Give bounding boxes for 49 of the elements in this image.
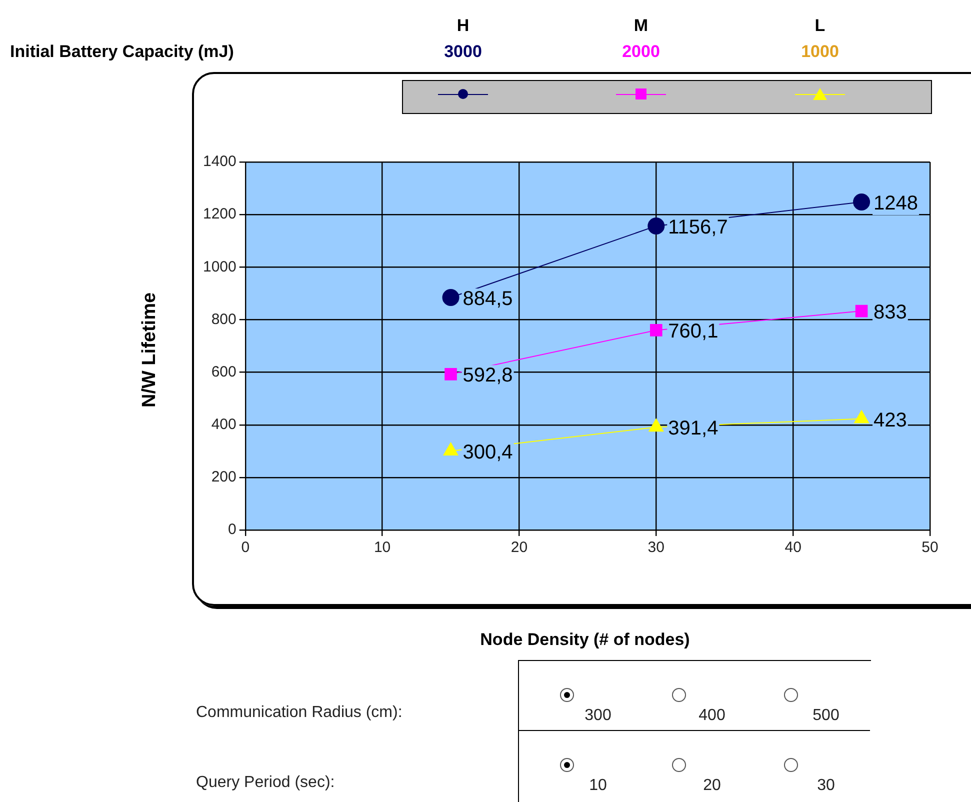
point [854,410,869,424]
data-label: 1248 [874,192,918,214]
point [444,368,457,380]
y-tick-label: 1000 [202,258,236,276]
point [442,289,460,306]
data-label: 423 [874,409,907,432]
text: 300 [584,707,612,725]
x-tick-label: 40 [784,539,802,556]
point [648,418,664,432]
text: 30 [816,777,836,795]
point [650,324,662,336]
text: 500 [812,707,840,725]
x-tick-label: 20 [510,539,528,556]
data-label: 760,1 [668,320,718,343]
data-label: 884,5 [462,288,513,310]
y-tick-label: 1200 [202,206,236,223]
text: M [632,16,650,36]
text: L [814,16,826,36]
text: H [456,16,470,36]
text: 20 [702,777,722,795]
data-label: 300,4 [462,442,513,464]
data-label: 833 [874,302,907,324]
text: Query Period (sec): [196,774,335,792]
data-label: 1156,7 [668,216,728,238]
point [443,442,458,456]
point [855,304,868,318]
x-axis-title: Node Density (# of nodes) [479,630,691,650]
data-label: 592,8 [462,364,513,387]
legend-title: Initial Battery Capacity (mJ) [10,42,234,62]
y-tick-label: 1400 [202,153,236,170]
y-tick-label: 200 [211,468,236,486]
text: 1000 [800,42,840,62]
x-tick-label: 30 [648,539,664,556]
x-tick-label: 50 [922,539,938,556]
point [648,217,665,234]
x-tick-label: 10 [374,539,391,556]
text: 3000 [443,42,483,62]
y-tick-label: 600 [211,363,236,380]
y-tick-label: 0 [228,521,236,538]
x-tick-label: 0 [241,539,250,556]
text: 400 [698,707,726,725]
text: 2000 [621,42,661,62]
text: 10 [588,777,608,795]
point [853,193,870,210]
text: Communication Radius (cm): [196,704,402,722]
y-tick-label: 800 [211,310,236,328]
data-label: 391,4 [668,418,718,440]
y-tick-label: 400 [211,416,236,433]
y-axis-title: N/W Lifetime [139,292,161,408]
